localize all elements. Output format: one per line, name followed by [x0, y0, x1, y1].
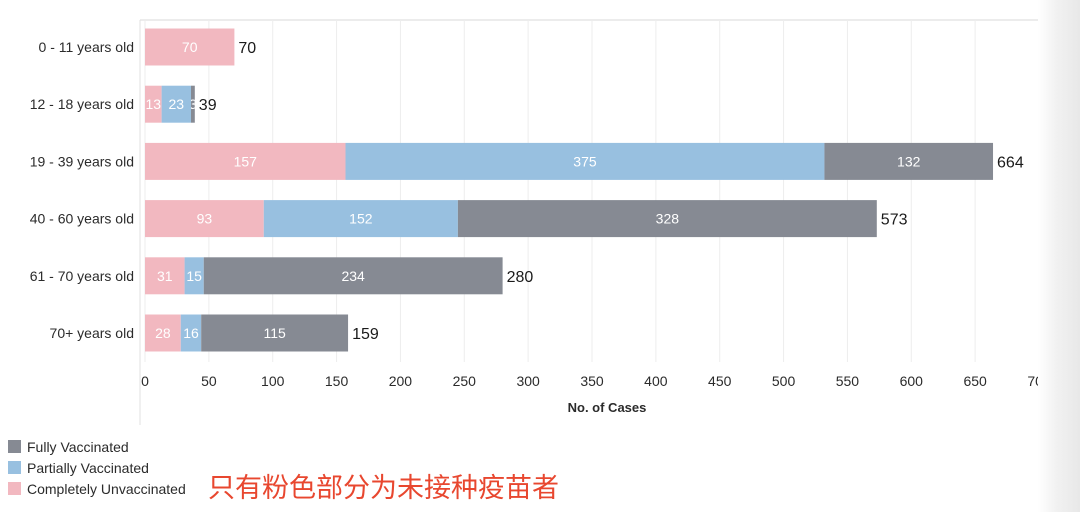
bar-segment	[263, 200, 458, 238]
x-tick-label: 100	[261, 373, 285, 389]
legend-swatch	[8, 461, 21, 474]
legend-swatch	[8, 482, 21, 495]
y-tick-label: 0 - 11 years old	[39, 39, 134, 55]
legend-swatch	[8, 440, 21, 453]
bar-segment-label: 3	[189, 96, 197, 112]
bar-segment	[184, 257, 204, 295]
legend: Fully Vaccinated Partially Vaccinated Co…	[8, 436, 186, 499]
x-tick-label: 600	[900, 373, 924, 389]
x-tick-label: 150	[325, 373, 349, 389]
bar-segment	[145, 142, 346, 180]
bar-total-label: 573	[881, 212, 908, 229]
bar-segment	[345, 142, 825, 180]
x-tick-label: 650	[963, 373, 987, 389]
bar-segment-label: 152	[349, 211, 373, 227]
x-tick-label: 450	[708, 373, 732, 389]
bar-segment	[145, 314, 181, 352]
bar-segment-label: 157	[234, 153, 258, 169]
bar-segment-label: 93	[197, 211, 213, 227]
bar-segment-label: 28	[155, 325, 171, 341]
bar-segment-label: 234	[341, 268, 365, 284]
chart-area: 0 - 11 years old 70 70 12 - 18 years old 13 2…	[30, 19, 1051, 425]
bar-total-label: 159	[352, 326, 379, 343]
x-tick-label: 50	[201, 373, 217, 389]
bar-segment	[457, 200, 877, 238]
bar-segment-label: 375	[573, 153, 597, 169]
bar-total-label: 70	[238, 40, 256, 57]
x-tick-label: 550	[836, 373, 860, 389]
y-tick-label: 19 - 39 years old	[30, 153, 134, 169]
x-tick-label: 400	[644, 373, 668, 389]
legend-item-fully-vaccinated: Fully Vaccinated	[8, 436, 186, 457]
x-tick-label: 250	[453, 373, 477, 389]
legend-label: Fully Vaccinated	[27, 438, 129, 455]
y-tick-label: 61 - 70 years old	[30, 268, 134, 284]
right-edge-shadow	[1038, 0, 1080, 512]
bar-segment-label: 15	[186, 268, 202, 284]
bar-segment	[145, 85, 162, 123]
bar-segment	[161, 85, 191, 123]
bar-segment	[824, 142, 994, 180]
bar-segment-label: 23	[169, 96, 185, 112]
bar-segment	[180, 314, 202, 352]
legend-item-completely-unvaccinated: Completely Unvaccinated	[8, 478, 186, 499]
bar-segment	[145, 200, 264, 238]
x-tick-label: 500	[772, 373, 796, 389]
bar-segment	[145, 257, 185, 295]
bar-total-label: 280	[507, 269, 534, 286]
bar-segment-label: 132	[897, 153, 921, 169]
y-tick-label: 70+ years old	[50, 325, 134, 341]
y-tick-label: 40 - 60 years old	[30, 211, 134, 227]
bar-segment	[203, 257, 503, 295]
y-tick-label: 12 - 18 years old	[30, 96, 134, 112]
bar-total-label: 39	[199, 97, 217, 114]
annotation-text: 只有粉色部分为未接种疫苗者	[208, 473, 559, 504]
bar-segment-label: 328	[656, 211, 680, 227]
bar-segment-label: 31	[157, 268, 173, 284]
bar-segment-label: 115	[263, 325, 286, 341]
legend-label: Completely Unvaccinated	[27, 480, 186, 497]
x-tick-label: 200	[389, 373, 413, 389]
x-tick-label: 350	[580, 373, 604, 389]
bar-segment-label: 13	[146, 96, 162, 112]
legend-item-partially-vaccinated: Partially Vaccinated	[8, 457, 186, 478]
x-axis-label: No. of Cases	[568, 400, 647, 415]
bar-total-label: 664	[997, 154, 1024, 171]
bar-segment	[145, 28, 235, 66]
bar-segment-label: 16	[183, 325, 199, 341]
bar-segment-label: 70	[182, 39, 198, 55]
legend-label: Partially Vaccinated	[27, 459, 149, 476]
x-tick-label: 0	[141, 373, 149, 389]
bar-segment	[190, 85, 195, 123]
x-tick-label: 300	[516, 373, 540, 389]
bar-segment	[201, 314, 349, 352]
